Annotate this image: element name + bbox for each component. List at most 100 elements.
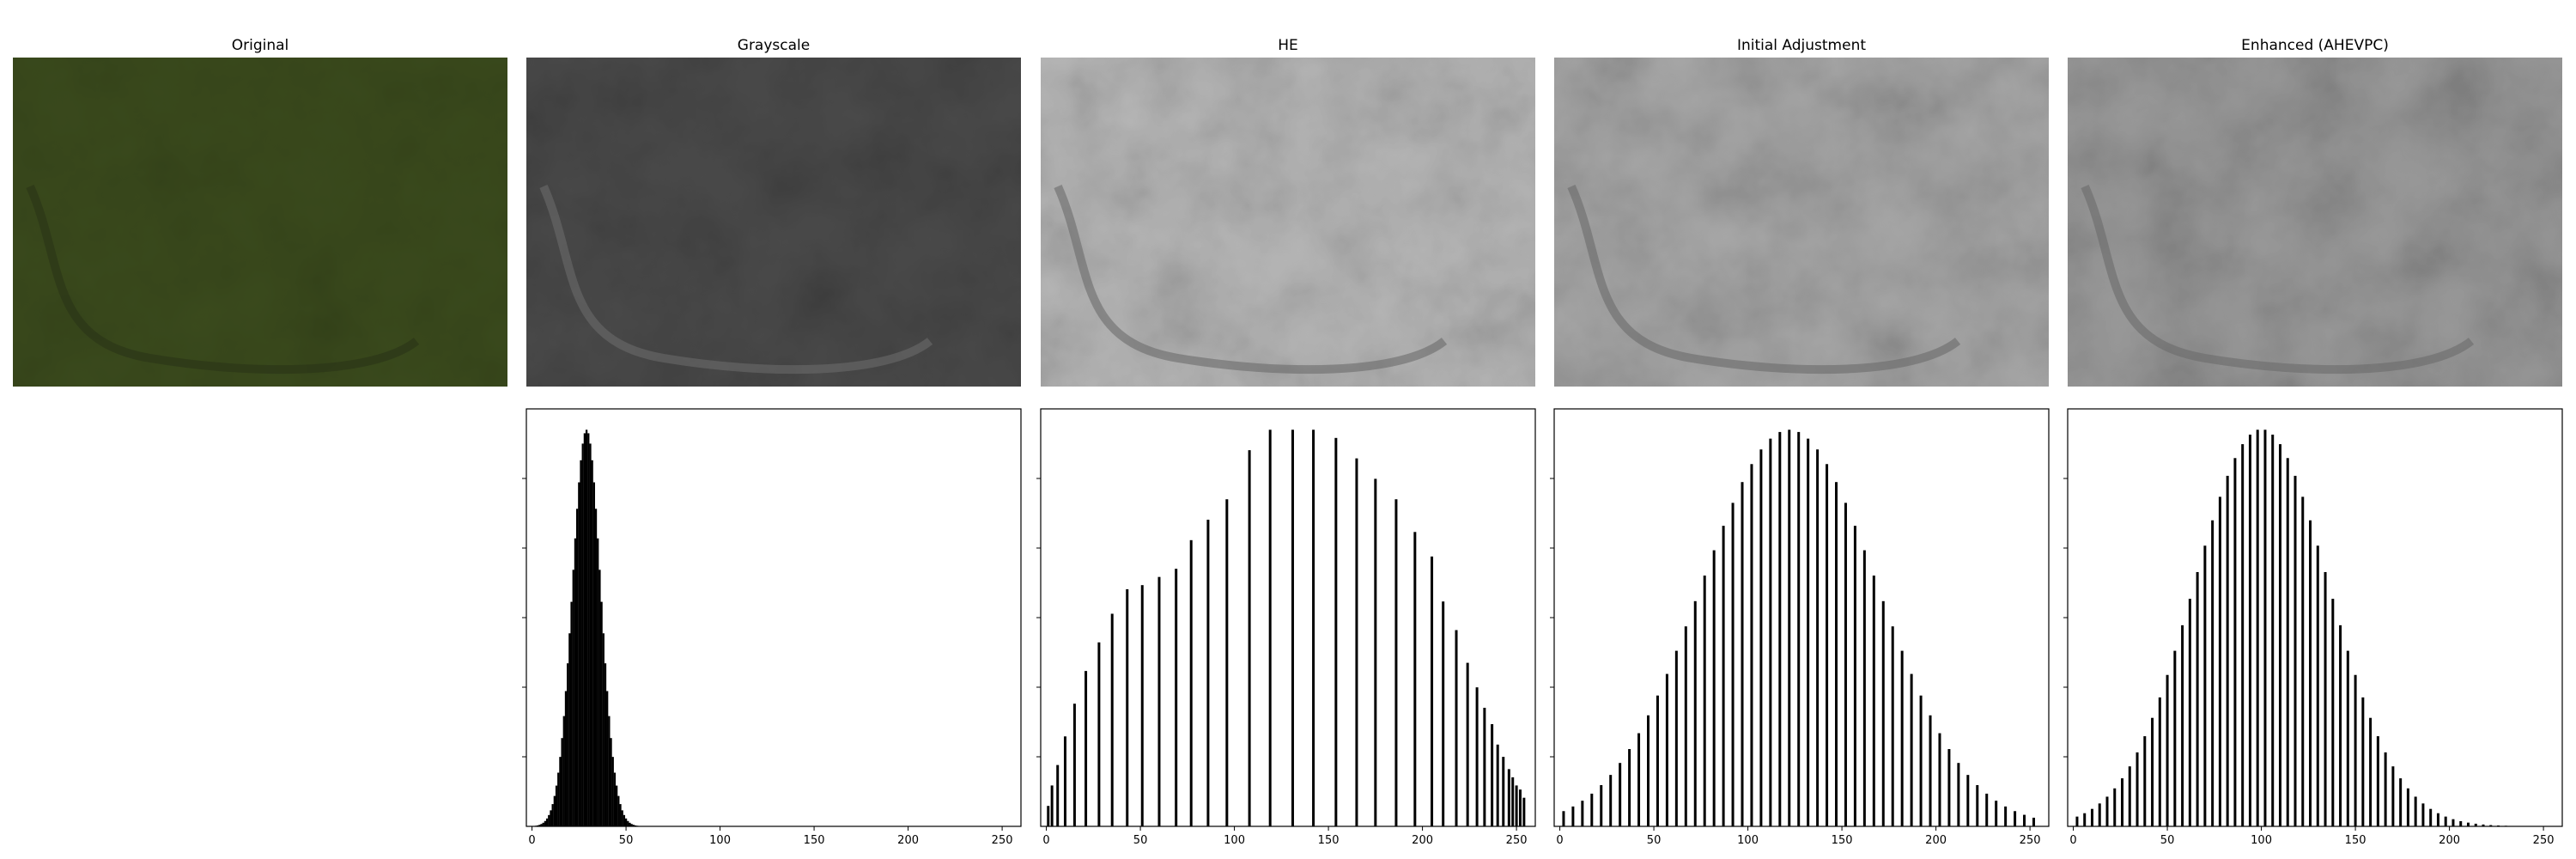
histogram-bar: [1637, 733, 1641, 826]
panel-title-0: Original: [232, 37, 289, 54]
histogram-bar: [1248, 450, 1251, 826]
histogram-bar: [589, 443, 592, 826]
x-tick-label: 0: [528, 834, 535, 847]
histogram-bar: [1853, 526, 1856, 826]
histogram-bar: [2421, 803, 2425, 826]
x-tick-label: 0: [1042, 834, 1049, 847]
histogram-bar: [623, 814, 626, 826]
histogram-bar: [2143, 736, 2147, 826]
histogram-bar: [578, 482, 580, 826]
histogram-bar: [1769, 438, 1772, 826]
histogram-bar: [1334, 437, 1338, 826]
histogram-bar: [1816, 449, 1820, 826]
histogram-bar: [1496, 744, 1499, 826]
histogram-bar: [624, 818, 628, 826]
histogram-bar: [611, 757, 614, 826]
histogram-bar: [1910, 673, 1913, 826]
histogram-bar: [1157, 576, 1161, 826]
histogram-bar: [615, 785, 618, 826]
histogram-frame: [2067, 408, 2563, 827]
histogram-bar: [2166, 674, 2169, 826]
histogram-bar: [1050, 785, 1054, 826]
x-tick-label: 250: [2533, 834, 2555, 847]
histogram-bar: [2482, 824, 2485, 826]
histogram-bar: [1413, 532, 1417, 826]
panel-image-1: [526, 58, 1021, 387]
x-tick-label: 200: [897, 834, 919, 847]
histogram-bar: [2256, 430, 2259, 826]
panel-image-2: [1041, 58, 1535, 387]
histogram-bar: [1750, 464, 1753, 826]
histogram-bar: [2376, 736, 2379, 826]
histogram-bar: [587, 433, 590, 826]
histogram-bar: [2414, 796, 2417, 826]
x-tick-label: 100: [1737, 834, 1759, 847]
histogram-bar: [1507, 769, 1510, 826]
x-tick-label: 50: [1133, 834, 1148, 847]
histogram-bar: [1355, 458, 1358, 826]
histogram-bar: [1891, 626, 1894, 826]
histogram-bar: [2083, 813, 2087, 826]
histogram-bar: [580, 460, 582, 826]
histogram-bar: [2286, 458, 2289, 826]
x-tick-label: 250: [992, 834, 1013, 847]
histogram-bar: [2459, 820, 2463, 826]
histogram-bar: [1674, 650, 1678, 826]
histogram-bar: [597, 538, 599, 826]
histogram-bar: [557, 772, 560, 826]
histogram-bar: [2466, 822, 2470, 826]
histogram-bar: [1515, 785, 1518, 826]
panel-image-3: [1554, 58, 2049, 387]
x-tick-label: 100: [2251, 834, 2272, 847]
histogram-bar: [1619, 763, 1622, 826]
histogram-bar: [610, 738, 612, 826]
histogram-bar: [1518, 789, 1522, 826]
histogram-bar: [2278, 444, 2281, 826]
histogram-bar: [1475, 687, 1479, 826]
histogram-bar: [2399, 778, 2403, 826]
histogram-bar: [583, 433, 586, 826]
histogram-bar: [1268, 430, 1272, 826]
histogram-bar: [2444, 816, 2447, 826]
histogram-bar: [2233, 458, 2237, 826]
histogram-bar: [2331, 599, 2335, 826]
x-tick-label: 50: [1647, 834, 1662, 847]
histogram-bar: [540, 824, 543, 826]
histogram-bar: [1938, 733, 1941, 826]
x-tick-label: 50: [2160, 834, 2175, 847]
histogram-4: 0 50 100 150 200 250: [2063, 408, 2563, 847]
histogram-bar: [1394, 499, 1398, 826]
histogram-bar: [1835, 482, 1838, 826]
histogram-bar: [1511, 777, 1515, 826]
histogram-bar: [1929, 715, 1932, 826]
histogram-bar: [1976, 784, 1979, 826]
histogram-bar: [619, 804, 622, 826]
histogram-2: 0 50 100 150 200 250: [1036, 408, 1536, 847]
histogram-bar: [2098, 803, 2101, 826]
histogram-bar: [1562, 811, 1565, 826]
histogram-bar: [2361, 697, 2365, 826]
histogram-bar: [1175, 569, 1178, 826]
histogram-bar: [1609, 775, 1613, 826]
histogram-bar: [627, 820, 629, 826]
histogram-bar: [1140, 585, 1144, 826]
histogram-bar: [602, 633, 605, 826]
histogram-bar: [1900, 650, 1904, 826]
histogram-bar: [581, 443, 584, 826]
histogram-bar: [2105, 796, 2109, 826]
histogram-bar: [2023, 814, 2026, 826]
histogram-bar: [1919, 695, 1923, 826]
histogram-bar: [2203, 545, 2207, 826]
histogram-bar: [598, 570, 601, 826]
histogram-bar: [570, 601, 573, 826]
histogram-bar: [561, 738, 563, 826]
histogram-bar: [1741, 482, 1744, 826]
histogram-bar: [1966, 775, 1970, 826]
histogram-bar: [1455, 630, 1458, 826]
histogram-3: 0 50 100 150 200 250: [1550, 408, 2050, 847]
histogram-bar: [564, 691, 568, 826]
histogram-bar: [2497, 825, 2500, 826]
histogram-bar: [600, 601, 603, 826]
histogram-bar: [2158, 697, 2161, 826]
histogram-bar: [2121, 778, 2124, 826]
